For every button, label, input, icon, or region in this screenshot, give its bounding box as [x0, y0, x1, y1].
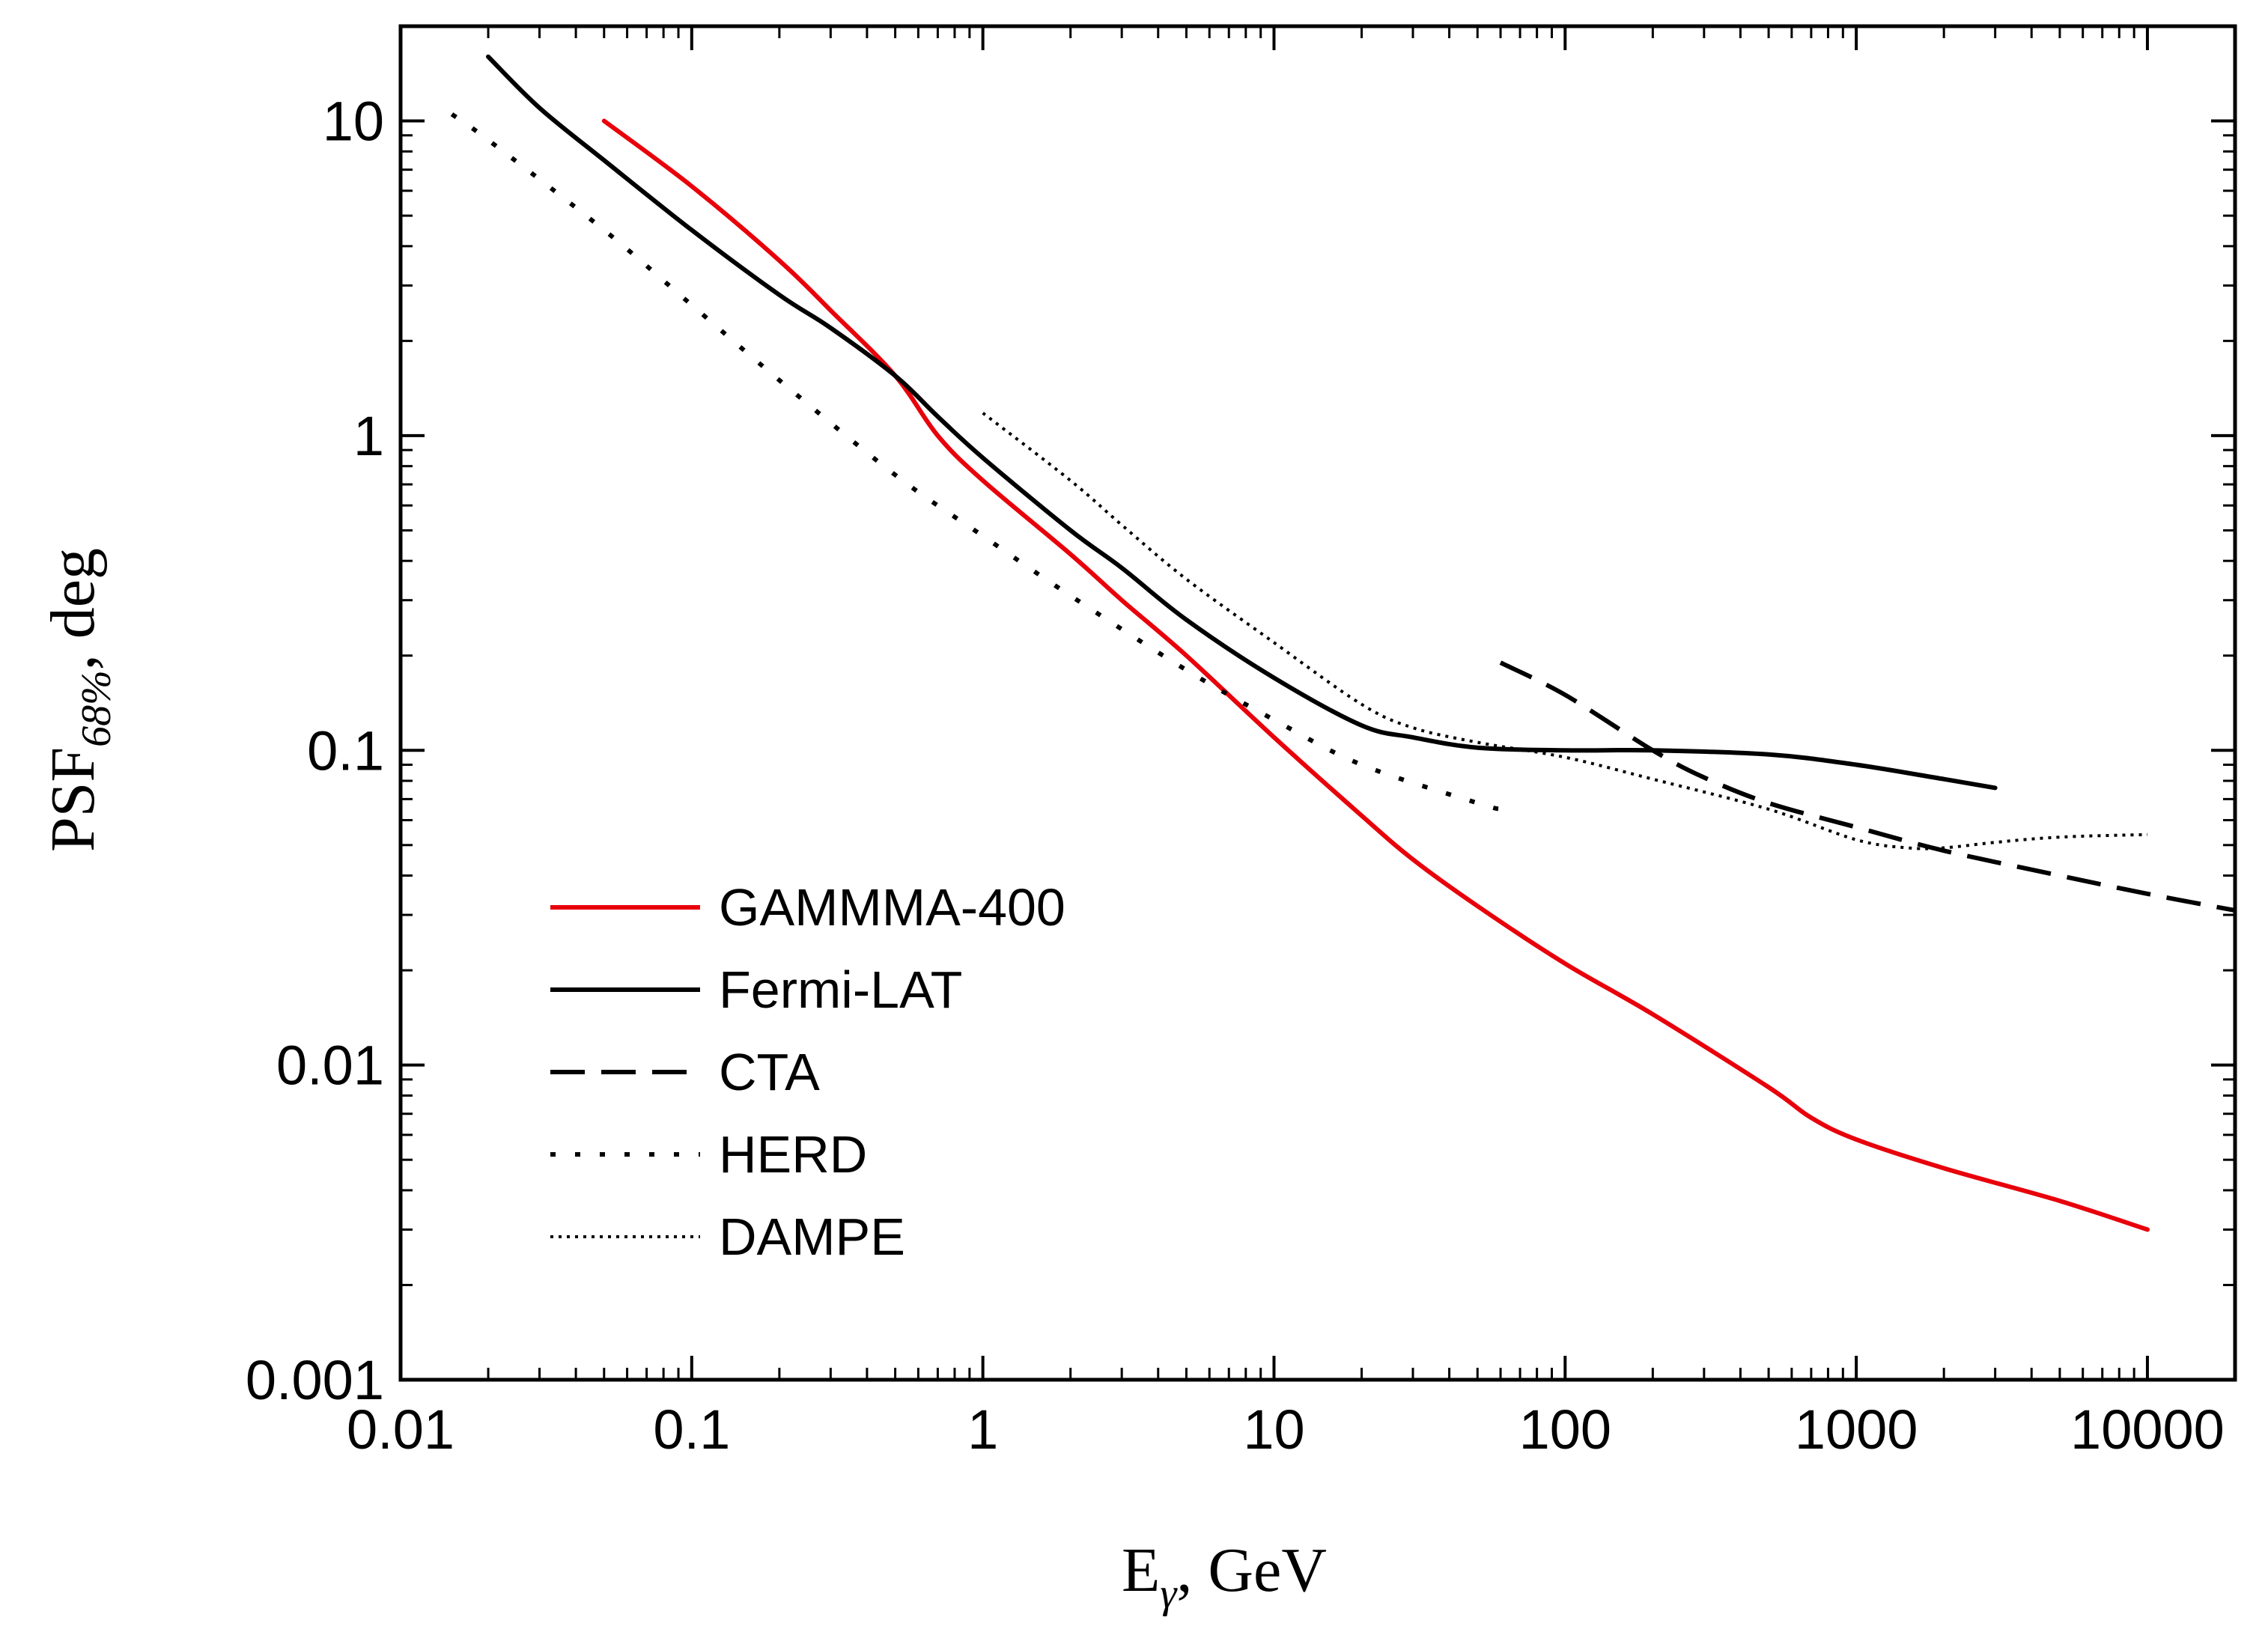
- plot-frame: [398, 24, 2237, 1382]
- x-tick-label: 0.1: [653, 1398, 730, 1461]
- y-axis-title-main: PSF: [38, 747, 108, 852]
- y-tick-labels: 0.001 0.01 0.1 1 10: [246, 91, 384, 1411]
- y-tick-label: 0.1: [307, 719, 384, 782]
- x-tick-label: 10000: [2070, 1398, 2225, 1461]
- x-tick-label: 1000: [1795, 1398, 1918, 1461]
- y-axis-title-sub: 68%: [73, 670, 120, 747]
- legend-label: HERD: [719, 1125, 867, 1184]
- y-axis-title: PSF68%, deg: [38, 548, 120, 852]
- legend-label: DAMPE: [719, 1208, 905, 1266]
- minor-ticks: [401, 25, 2237, 1380]
- x-tick-label: 1: [967, 1398, 998, 1461]
- legend-label: CTA: [719, 1043, 820, 1101]
- x-tick-labels: 0.01 0.1 1 10 100 1000 10000: [347, 1398, 2225, 1461]
- series-line-herd: [450, 112, 1501, 812]
- y-tick-label: 1: [353, 405, 384, 467]
- x-tick-label: 100: [1519, 1398, 1611, 1461]
- legend: GAMMMA-400 Fermi-LAT CTA HERD DAMPE: [550, 878, 1065, 1266]
- y-axis-title-suffix: , deg: [38, 548, 108, 670]
- legend-label: GAMMMA-400: [719, 878, 1065, 937]
- y-tick-label: 0.01: [276, 1035, 384, 1097]
- x-axis-title-suffix: , GeV: [1176, 1535, 1327, 1605]
- x-tick-label: 0.01: [347, 1398, 454, 1461]
- series-line-fermi-lat: [486, 54, 1998, 791]
- x-axis-title: Eγ, GeV: [1122, 1535, 1327, 1617]
- x-axis-title-main: E: [1122, 1535, 1160, 1605]
- series-line-cta: [1499, 660, 2235, 913]
- x-tick-label: 10: [1243, 1398, 1304, 1461]
- x-axis-title-sub: γ: [1160, 1571, 1178, 1617]
- legend-label: Fermi-LAT: [719, 961, 962, 1019]
- series-line-gammma-400: [601, 118, 2150, 1232]
- y-tick-label: 10: [323, 91, 384, 153]
- major-ticks: [399, 26, 2235, 1381]
- series-layer: [450, 54, 2235, 1232]
- y-tick-label: 0.001: [246, 1349, 384, 1411]
